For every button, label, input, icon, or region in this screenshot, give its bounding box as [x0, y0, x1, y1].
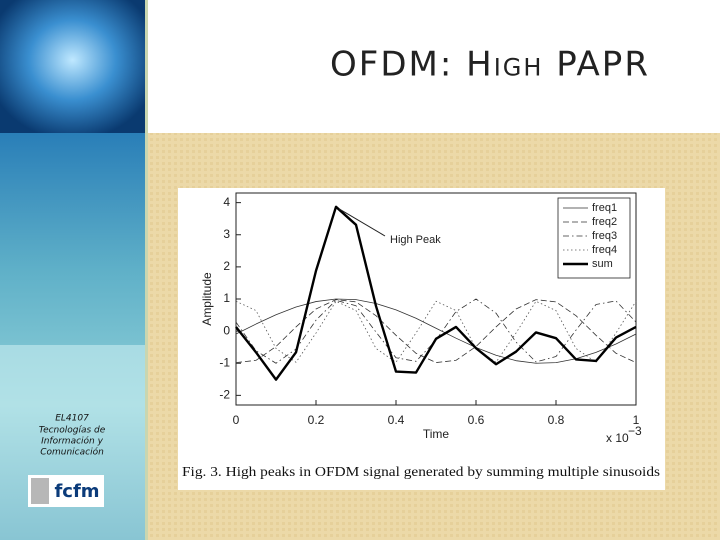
series-line	[235, 298, 637, 364]
y-tick-label: -1	[219, 355, 230, 369]
chart: 0 0.2 0.4 0.6 0.8 1 -2 -1 0 1 2 3 4 Time Amplitude x 10…	[182, 192, 660, 480]
x-multiplier: x 10	[606, 431, 629, 445]
x-axis-label: Time	[423, 427, 450, 441]
y-tick-label: -2	[219, 388, 230, 402]
x-exponent: −3	[628, 424, 642, 438]
annotation-arrow	[338, 208, 386, 237]
y-tick-label: 0	[223, 323, 230, 337]
course-code: EL4107	[55, 414, 89, 424]
y-tick-label: 4	[223, 195, 230, 209]
series-line	[235, 300, 637, 363]
series-line	[235, 298, 637, 364]
x-tick-label: 0.2	[308, 413, 325, 427]
x-tick-label: 0	[233, 413, 240, 427]
series-line	[235, 205, 637, 381]
y-axis-label: Amplitude	[200, 272, 214, 326]
course-line: Comunicación	[40, 447, 104, 458]
y-tick-label: 2	[223, 259, 230, 273]
logo-shield	[31, 478, 49, 504]
legend-label: sum	[592, 258, 613, 270]
course-line: Información y	[41, 436, 104, 447]
annotation: High Peak	[390, 234, 441, 246]
course-line: Tecnologías de	[39, 426, 106, 436]
legend-label: freq3	[592, 230, 617, 242]
logo-text: fcfm	[54, 481, 99, 502]
legend-label: freq2	[592, 216, 617, 228]
y-tick-label: 1	[223, 291, 230, 305]
x-tick-label: 0.8	[548, 413, 565, 427]
x-tick-label: 1	[633, 413, 640, 427]
x-tick-label: 0.4	[388, 413, 405, 427]
caption: Fig. 3. High peaks in OFDM signal genera…	[182, 465, 660, 480]
legend-label: freq4	[592, 244, 617, 256]
sidebar-globe	[0, 0, 145, 133]
slide-title: OFDM: High PAPR	[330, 45, 650, 85]
sidebar-edge	[145, 0, 148, 540]
sidebar-lower	[0, 345, 145, 540]
y-tick-label: 3	[223, 227, 230, 241]
x-tick-label: 0.6	[468, 413, 485, 427]
legend-label: freq1	[592, 202, 617, 214]
